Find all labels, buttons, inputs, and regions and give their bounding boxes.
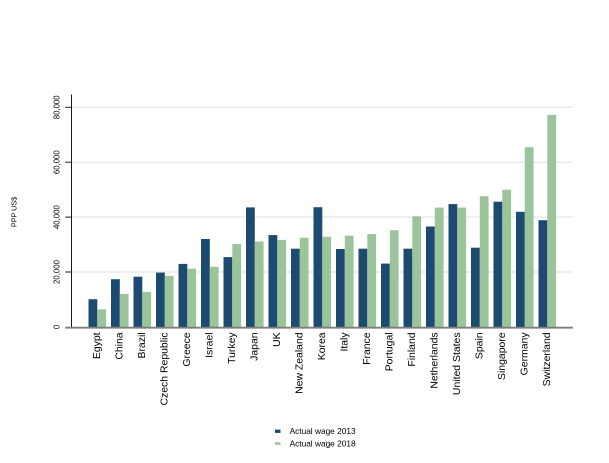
svg-text:Brazil: Brazil — [137, 332, 148, 358]
svg-text:60,000: 60,000 — [53, 150, 62, 175]
svg-text:20,000: 20,000 — [53, 259, 62, 284]
svg-text:Portugal: Portugal — [384, 332, 395, 371]
svg-text:Italy: Italy — [339, 332, 350, 352]
svg-text:Singapore: Singapore — [497, 332, 508, 380]
svg-text:Spain: Spain — [474, 332, 485, 359]
svg-text:United States: United States — [452, 332, 463, 395]
svg-text:Actual wage 2013: Actual wage 2013 — [290, 426, 356, 436]
svg-text:UK: UK — [272, 332, 283, 347]
svg-text:Finland: Finland — [407, 332, 418, 366]
svg-text:PPP US$: PPP US$ — [10, 197, 19, 227]
svg-text:France: France — [362, 332, 373, 365]
svg-text:40,000: 40,000 — [53, 205, 62, 230]
svg-text:Switzerland: Switzerland — [542, 332, 553, 386]
svg-text:Turkey: Turkey — [227, 332, 238, 364]
svg-text:New Zealand: New Zealand — [294, 332, 305, 394]
svg-text:Egypt: Egypt — [92, 332, 103, 359]
svg-text:China: China — [114, 332, 125, 359]
svg-text:Israel: Israel — [204, 332, 215, 358]
svg-text:Czech Republic: Czech Republic — [159, 332, 170, 405]
svg-text:Netherlands: Netherlands — [429, 332, 440, 388]
svg-text:Actual wage 2018: Actual wage 2018 — [290, 439, 356, 449]
svg-text:80,000: 80,000 — [53, 95, 62, 120]
svg-text:Greece: Greece — [182, 332, 193, 366]
svg-text:Japan: Japan — [249, 332, 260, 361]
svg-text:Germany: Germany — [519, 332, 530, 376]
svg-text:0: 0 — [53, 324, 62, 329]
svg-text:Korea: Korea — [317, 332, 328, 360]
